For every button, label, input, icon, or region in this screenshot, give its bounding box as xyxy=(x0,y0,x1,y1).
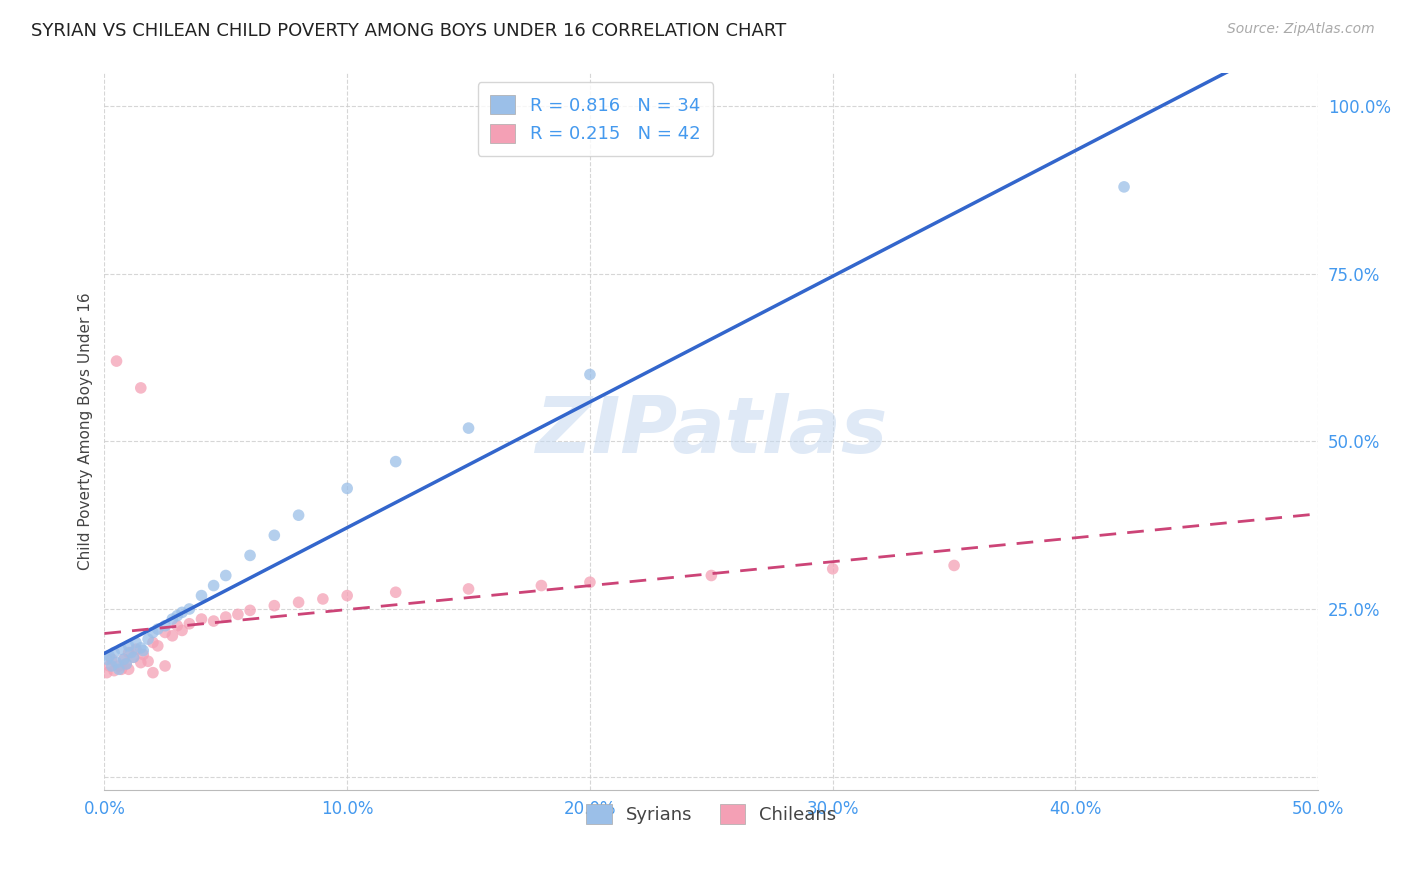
Point xyxy=(118,662,141,676)
Point xyxy=(943,558,966,573)
Point xyxy=(132,648,155,662)
Point xyxy=(146,639,169,653)
Point xyxy=(112,652,135,666)
Point xyxy=(700,568,723,582)
Point xyxy=(226,607,249,622)
Point xyxy=(110,662,132,676)
Point xyxy=(132,643,155,657)
Point xyxy=(120,646,142,660)
Point xyxy=(579,575,602,590)
Point xyxy=(136,654,159,668)
Point xyxy=(170,605,193,619)
Text: Source: ZipAtlas.com: Source: ZipAtlas.com xyxy=(1227,22,1375,37)
Text: ZIPatlas: ZIPatlas xyxy=(536,393,887,469)
Point xyxy=(129,656,152,670)
Y-axis label: Child Poverty Among Boys Under 16: Child Poverty Among Boys Under 16 xyxy=(79,293,93,570)
Point xyxy=(142,665,165,680)
Point xyxy=(98,648,121,663)
Point xyxy=(96,652,118,666)
Point xyxy=(98,659,121,673)
Point xyxy=(125,635,148,649)
Point xyxy=(202,578,225,592)
Point xyxy=(190,612,212,626)
Point xyxy=(1112,180,1135,194)
Point xyxy=(166,608,188,623)
Point xyxy=(170,624,193,638)
Point xyxy=(215,568,238,582)
Point xyxy=(100,659,122,673)
Point xyxy=(336,482,359,496)
Point xyxy=(96,665,118,680)
Point xyxy=(384,585,406,599)
Point xyxy=(142,625,165,640)
Point xyxy=(239,603,262,617)
Point xyxy=(115,657,138,671)
Point xyxy=(179,602,201,616)
Point xyxy=(287,508,309,523)
Point xyxy=(115,657,138,671)
Point xyxy=(162,612,184,626)
Point xyxy=(179,616,201,631)
Point xyxy=(103,664,125,678)
Point xyxy=(162,629,184,643)
Point xyxy=(108,662,131,676)
Point xyxy=(287,595,309,609)
Point xyxy=(153,619,176,633)
Point xyxy=(215,610,238,624)
Point xyxy=(153,659,176,673)
Point xyxy=(118,639,141,653)
Point xyxy=(129,640,152,655)
Point xyxy=(202,614,225,628)
Point xyxy=(579,368,602,382)
Point xyxy=(457,582,479,596)
Point xyxy=(103,646,125,660)
Legend: Syrians, Chileans: Syrians, Chileans xyxy=(575,793,848,835)
Point xyxy=(263,599,285,613)
Point xyxy=(108,659,131,673)
Point xyxy=(263,528,285,542)
Point xyxy=(336,589,359,603)
Point xyxy=(125,642,148,657)
Point xyxy=(118,646,141,660)
Point xyxy=(384,454,406,468)
Point xyxy=(100,652,122,666)
Point xyxy=(105,354,128,368)
Text: SYRIAN VS CHILEAN CHILD POVERTY AMONG BOYS UNDER 16 CORRELATION CHART: SYRIAN VS CHILEAN CHILD POVERTY AMONG BO… xyxy=(31,22,786,40)
Point xyxy=(136,632,159,647)
Point xyxy=(122,650,145,665)
Point xyxy=(110,642,132,657)
Point xyxy=(142,635,165,649)
Point xyxy=(153,625,176,640)
Point xyxy=(530,578,553,592)
Point xyxy=(166,619,188,633)
Point xyxy=(821,562,844,576)
Point xyxy=(239,549,262,563)
Point xyxy=(129,381,152,395)
Point xyxy=(312,591,335,606)
Point xyxy=(146,622,169,636)
Point xyxy=(112,652,135,666)
Point xyxy=(105,656,128,670)
Point xyxy=(457,421,479,435)
Point xyxy=(122,650,145,665)
Point xyxy=(190,589,212,603)
